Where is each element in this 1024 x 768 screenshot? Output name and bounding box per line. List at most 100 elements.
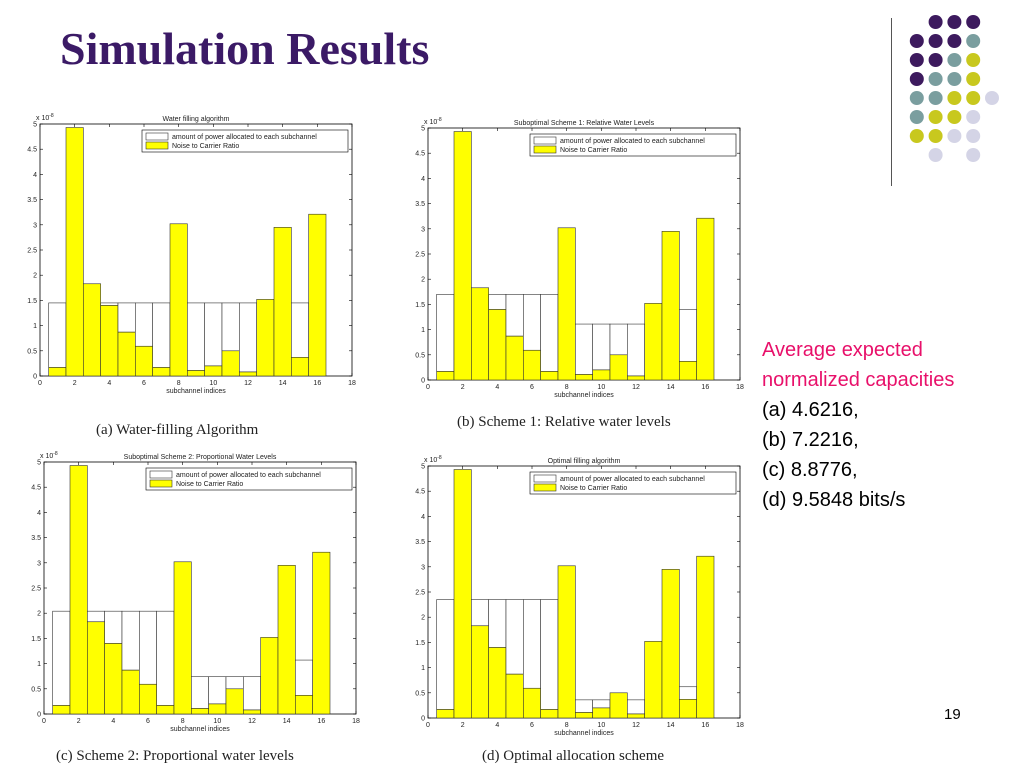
power-bar: [156, 610, 175, 706]
x-tick-label: 18: [736, 384, 744, 391]
divider-line: [891, 18, 892, 186]
y-tick-label: 5: [421, 126, 425, 133]
y-tick-label: 1: [421, 665, 425, 672]
noise-bar: [225, 688, 244, 715]
power-bar: [505, 294, 524, 337]
power-bar: [117, 302, 136, 333]
y-tick-label: 2: [33, 273, 37, 280]
legend-box: [145, 467, 353, 491]
power-bar: [191, 676, 209, 709]
legend-label-noise: Noise to Carrier Ratio: [560, 147, 627, 154]
noise-bar: [488, 309, 507, 381]
decor-dot: [928, 129, 943, 143]
x-tick-label: 12: [632, 384, 640, 391]
chart-title: Water filling algorithm: [162, 116, 229, 123]
decor-dot: [909, 91, 924, 105]
legend-label-noise: Noise to Carrier Ratio: [560, 485, 627, 492]
noise-bar: [471, 625, 489, 719]
noise-bar: [204, 365, 223, 377]
noise-bar: [592, 369, 611, 381]
noise-bar: [575, 374, 593, 381]
noise-bar: [505, 673, 524, 719]
noise-bar: [540, 371, 559, 381]
decor-dot: [947, 91, 962, 105]
chart-title: Optimal filling algorithm: [548, 458, 621, 465]
summary-heading-line1: Average expected: [762, 339, 923, 361]
decor-dot: [928, 53, 943, 67]
power-bar: [436, 599, 455, 710]
chart-scheme-2: Suboptimal Scheme 2: Proportional Water …: [31, 451, 360, 733]
y-tick-label: 0.5: [415, 690, 425, 697]
y-tick-label: 0.5: [31, 686, 41, 693]
noise-bar: [239, 371, 257, 377]
x-tick-label: 4: [495, 722, 499, 729]
x-tick-label: 8: [565, 384, 569, 391]
capacity-summary: Average expected normalized capacities (…: [762, 335, 954, 515]
y-tick-label: 1: [33, 323, 37, 330]
y-tick-label: 3.5: [415, 201, 425, 208]
x-tick-label: 10: [209, 380, 217, 387]
y-tick-label: 1.5: [415, 302, 425, 309]
y-tick-label: 5: [37, 460, 41, 467]
y-tick-label: 2.5: [27, 248, 37, 255]
x-axis-label: subchannel indices: [554, 730, 614, 737]
noise-bar: [173, 561, 192, 715]
x-tick-label: 6: [530, 384, 534, 391]
y-tick-label: 4: [33, 172, 37, 179]
decor-dot: [909, 53, 924, 67]
power-bar: [488, 599, 507, 648]
power-bar: [523, 599, 541, 689]
decor-dot: [909, 72, 924, 86]
noise-bar: [644, 641, 663, 719]
decor-dot: [909, 34, 924, 48]
y-tick-label: 5: [421, 464, 425, 471]
power-bar: [436, 294, 455, 372]
chart-optimal: Optimal filling algorithm x 10-8 0 0.5 1 1.5 2…: [415, 455, 744, 737]
power-bar: [575, 323, 593, 375]
power-bar: [592, 699, 611, 709]
chart-title: Suboptimal Scheme 2: Proportional Water …: [124, 454, 277, 461]
x-axis-label: subchannel indices: [170, 726, 230, 733]
x-tick-label: 0: [426, 384, 430, 391]
power-bar: [488, 294, 507, 310]
x-tick-label: 8: [177, 380, 181, 387]
power-bar: [540, 599, 559, 710]
noise-bar: [187, 370, 205, 377]
noise-bar: [277, 565, 296, 715]
decor-dot: [928, 15, 943, 29]
y-tick-label: 4: [421, 514, 425, 521]
power-bar: [139, 610, 157, 685]
decor-dot: [928, 34, 943, 48]
legend-label-power: amount of power allocated to each subcha…: [176, 472, 321, 479]
noise-bar: [48, 367, 67, 377]
noise-bar: [644, 303, 663, 381]
y-tick-label: 2: [37, 611, 41, 618]
decor-dot: [947, 129, 962, 143]
x-tick-label: 6: [530, 722, 534, 729]
power-bar: [135, 302, 153, 347]
page-number: 19: [944, 706, 961, 723]
x-tick-label: 16: [313, 380, 321, 387]
y-tick-label: 0: [37, 712, 41, 719]
x-tick-label: 4: [107, 380, 111, 387]
y-tick-label: 0: [421, 378, 425, 385]
noise-bar: [453, 131, 472, 381]
noise-bar: [135, 345, 153, 377]
y-exponent-label: x 10-8: [424, 455, 442, 464]
power-bar: [592, 323, 611, 371]
noise-bar: [488, 647, 507, 719]
x-tick-label: 0: [38, 380, 42, 387]
power-bar: [609, 323, 628, 356]
noise-bar: [436, 709, 455, 719]
summary-item-c: (c) 8.8776,: [762, 459, 858, 481]
decor-dot: [966, 91, 981, 105]
x-tick-label: 2: [77, 718, 81, 725]
legend-label-noise: Noise to Carrier Ratio: [172, 143, 239, 150]
noise-bar: [471, 287, 489, 381]
x-axis-label: subchannel indices: [166, 388, 226, 395]
noise-bar: [523, 687, 541, 719]
x-tick-label: 14: [279, 380, 287, 387]
x-tick-label: 18: [352, 718, 360, 725]
y-tick-label: 3: [37, 560, 41, 567]
noise-bar: [557, 565, 576, 719]
